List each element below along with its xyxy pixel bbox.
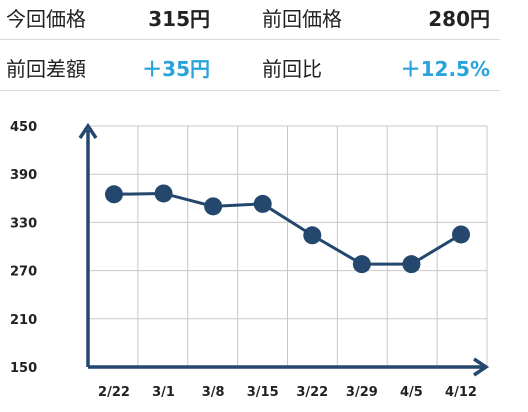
previous-price-value: 280円 — [428, 7, 490, 31]
data-point — [253, 194, 272, 213]
current-price-label: 今回価格 — [6, 7, 86, 31]
data-point — [352, 255, 371, 274]
stats-row-changes: 前回差額 ＋35円 前回比 ＋12.5% — [0, 52, 500, 86]
ratio-value: ＋12.5% — [400, 57, 490, 81]
stats-divider — [0, 90, 500, 91]
chart-series — [105, 184, 470, 274]
ratio-label: 前回比 — [262, 57, 322, 81]
y-tick-label: 150 — [10, 361, 37, 376]
difference-label: 前回差額 — [6, 57, 86, 81]
data-point — [452, 225, 470, 244]
data-point — [402, 255, 421, 274]
current-price-value: 315円 — [148, 7, 210, 31]
x-tick-label: 3/1 — [152, 385, 175, 400]
data-point — [154, 184, 173, 203]
x-tick-label: 4/12 — [445, 385, 477, 400]
x-tick-label: 3/8 — [202, 385, 225, 400]
y-axis-arrow-icon — [78, 122, 98, 139]
data-point — [303, 226, 322, 245]
x-tick-label: 3/15 — [247, 385, 279, 400]
y-tick-label: 210 — [10, 313, 37, 328]
y-tick-label: 390 — [10, 168, 37, 183]
data-point — [105, 185, 123, 204]
y-tick-label: 330 — [10, 216, 37, 231]
chart-tick-labels: 150 210 270 330 390 450 2/22 3/1 3/8 3/15 3/22 3/29… — [10, 120, 477, 400]
stats-divider — [0, 39, 500, 40]
x-tick-label: 2/22 — [98, 385, 130, 400]
chart-grid — [88, 125, 488, 367]
x-tick-label: 4/5 — [400, 385, 423, 400]
chart-axes — [78, 122, 490, 377]
y-tick-label: 450 — [10, 120, 37, 135]
previous-price-label: 前回価格 — [262, 7, 342, 31]
x-tick-label: 3/22 — [296, 385, 328, 400]
difference-value: ＋35円 — [142, 57, 210, 81]
stats-row-prices: 今回価格 315円 前回価格 280円 — [0, 2, 500, 36]
x-tick-label: 3/29 — [346, 385, 378, 400]
data-point — [204, 197, 223, 216]
y-tick-label: 270 — [10, 265, 37, 280]
x-axis-arrow-icon — [473, 357, 490, 377]
